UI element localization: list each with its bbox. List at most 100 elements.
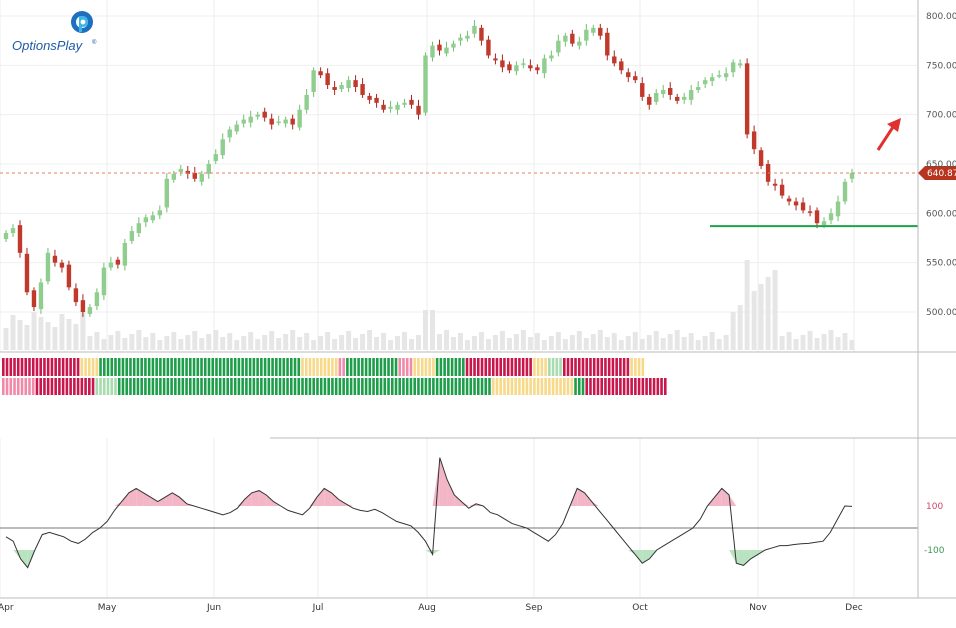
- signal-band-bar: [447, 358, 450, 376]
- volume-bar: [450, 337, 456, 350]
- signal-band-bar: [43, 358, 46, 376]
- signal-band-bar: [465, 378, 469, 395]
- signal-band-bar: [39, 358, 42, 376]
- candle-body: [304, 94, 309, 110]
- current-price-label: 640.87: [927, 169, 956, 179]
- candle-body: [395, 104, 400, 110]
- signal-band-bar: [31, 358, 35, 376]
- candle-body: [737, 63, 743, 66]
- volume-bar: [164, 336, 170, 350]
- candle-body: [695, 87, 701, 90]
- signal-band-bar: [211, 358, 215, 376]
- signal-band-bar: [499, 358, 503, 376]
- signal-band-bar: [155, 358, 158, 376]
- signal-band-bar: [622, 358, 626, 376]
- oscillator-overbought-fill: [266, 495, 274, 506]
- signal-band-bar: [409, 378, 413, 395]
- signal-band-bar: [316, 378, 319, 395]
- oscillator-oversold-fill: [729, 550, 737, 564]
- candle-body: [178, 168, 183, 172]
- volume-bar: [513, 334, 519, 350]
- candle-body: [241, 119, 246, 124]
- volume-bar: [814, 338, 820, 350]
- signal-band-bar: [20, 358, 24, 376]
- oscillator-overbought-fill: [714, 488, 722, 506]
- oscillator-overbought-fill: [128, 488, 137, 506]
- signal-band-bar: [529, 358, 532, 376]
- signal-band-bar: [357, 378, 360, 395]
- candle-body: [675, 96, 680, 101]
- signal-band-bar: [58, 358, 61, 376]
- signal-band-bar: [454, 358, 458, 376]
- candle-body: [751, 131, 757, 150]
- candle-body: [521, 63, 526, 65]
- candle-body: [255, 114, 260, 117]
- signal-band-bar: [140, 378, 143, 395]
- signal-band-bar: [368, 378, 372, 395]
- signal-band-bar: [420, 378, 424, 395]
- signal-band-bar: [252, 378, 256, 395]
- signal-band-bar: [69, 378, 72, 395]
- volume-bar: [492, 335, 498, 350]
- signal-band-bar: [203, 378, 207, 395]
- signal-band-bar: [660, 378, 663, 395]
- price-overlays: 640.87: [0, 118, 956, 228]
- candle-body: [835, 201, 841, 217]
- signal-band-bar: [402, 358, 405, 376]
- oscillator-oversold-fill: [13, 550, 21, 559]
- oscillator-oversold-fill: [20, 550, 28, 568]
- signal-band-bar: [289, 378, 293, 395]
- signal-band-bar: [301, 358, 304, 376]
- signal-band-bar: [634, 378, 637, 395]
- signal-band-bar: [43, 378, 46, 395]
- y-tick-label: 500.00: [926, 308, 956, 318]
- signal-band-bar: [13, 378, 16, 395]
- signal-band-bar: [424, 358, 428, 376]
- signal-band-bar: [110, 378, 114, 395]
- candle-body: [842, 181, 848, 202]
- signal-band-bar: [488, 358, 491, 376]
- candle-body: [10, 228, 16, 234]
- signal-band-bar: [510, 358, 514, 376]
- signal-band-bar: [95, 358, 99, 376]
- volume-bar: [800, 335, 806, 350]
- volume-bar: [744, 260, 750, 350]
- candle-body: [227, 129, 232, 138]
- volume-bar: [325, 332, 331, 350]
- signal-band-bar: [132, 378, 136, 395]
- signal-band-bar: [196, 378, 200, 395]
- signal-band-bar: [488, 378, 491, 395]
- signal-band-bar: [663, 378, 667, 395]
- signal-band-bar: [473, 378, 476, 395]
- signal-band-bar: [129, 358, 132, 376]
- signal-band-bar: [278, 358, 282, 376]
- volume-bar: [653, 331, 659, 350]
- signal-band-bar: [589, 378, 592, 395]
- signal-band-bar: [563, 358, 566, 376]
- volume-bar: [436, 334, 442, 350]
- candle-body: [786, 198, 792, 202]
- signal-band-bar: [540, 358, 544, 376]
- signal-band-bar: [387, 378, 390, 395]
- signal-band-bar: [570, 358, 574, 376]
- signal-bands: [2, 358, 667, 395]
- signal-band-bar: [203, 358, 207, 376]
- candle-body: [24, 253, 30, 293]
- signal-band-bar: [581, 358, 585, 376]
- volume-bar: [192, 331, 198, 350]
- volume-bar: [269, 331, 275, 350]
- volume-bar: [409, 339, 415, 350]
- signal-band-bar: [275, 358, 278, 376]
- volume-bar: [604, 337, 610, 350]
- signal-band-bar: [58, 378, 61, 395]
- signal-band-bar: [443, 358, 446, 376]
- volume-bar: [583, 338, 589, 350]
- volume-bar: [311, 340, 317, 350]
- signal-band-bar: [2, 358, 5, 376]
- signal-band-bar: [177, 378, 181, 395]
- volume-bar: [178, 339, 184, 350]
- signal-band-bar: [379, 358, 383, 376]
- signal-band-bar: [263, 358, 267, 376]
